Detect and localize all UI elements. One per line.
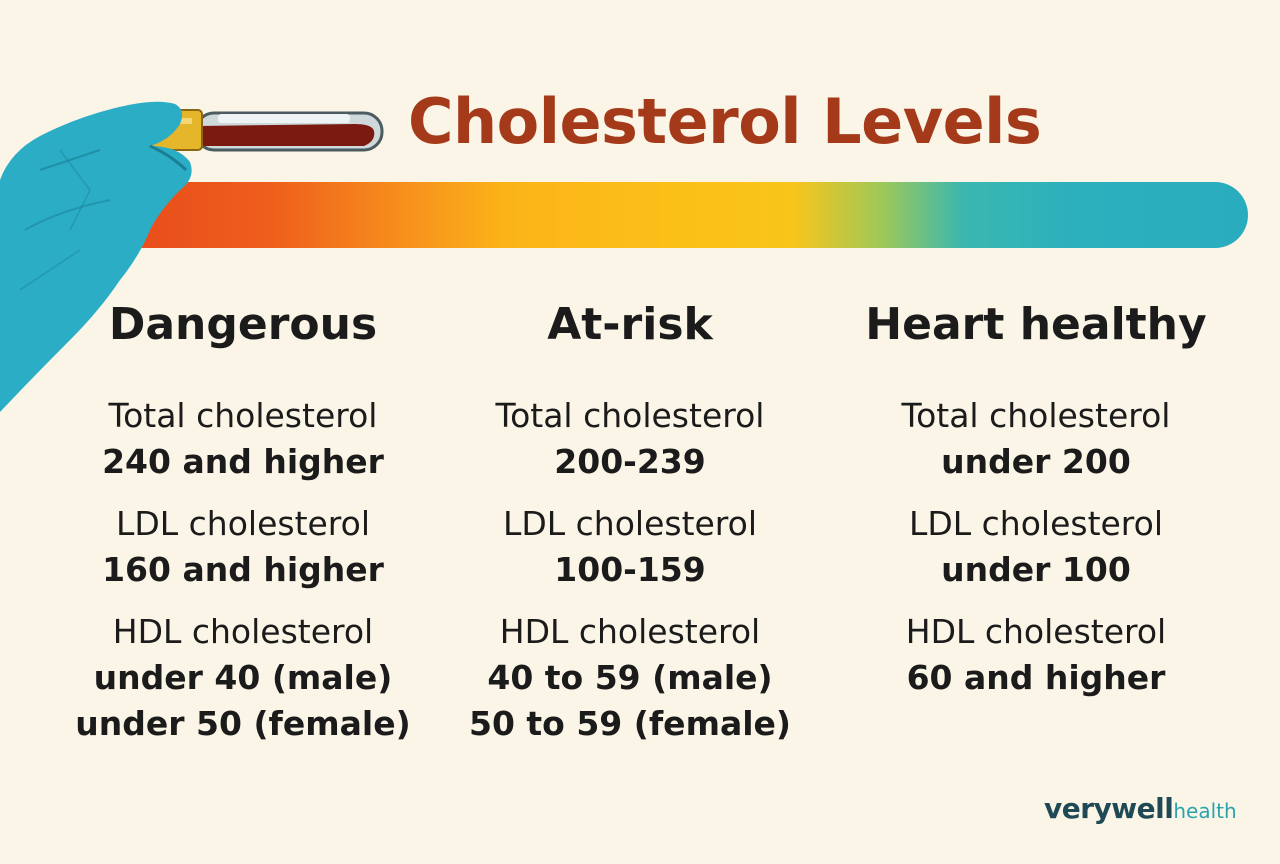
- verywell-health-logo: verywellhealth: [1044, 792, 1237, 825]
- metric-value: under 200: [941, 442, 1131, 481]
- metric-label: Total cholesterol: [495, 396, 765, 435]
- metric-label: HDL cholesterol: [499, 612, 761, 651]
- column-heading: At-risk: [547, 299, 713, 350]
- risk-gradient-bar: [110, 182, 1248, 248]
- total-cholesterol-metric: Total cholesterol under 200: [826, 393, 1246, 485]
- gloved-hand-icon: [0, 101, 384, 412]
- metric-value: 200-239: [554, 442, 706, 481]
- metric-label: Total cholesterol: [901, 396, 1171, 435]
- hdl-cholesterol-metric: HDL cholesterol 40 to 59 (male) 50 to 59…: [420, 609, 840, 747]
- metric-value: under 100: [941, 550, 1131, 589]
- metric-label: HDL cholesterol: [905, 612, 1167, 651]
- metric-value: 50 to 59 (female): [468, 704, 791, 743]
- metric-label: HDL cholesterol: [112, 612, 374, 651]
- metric-label: LDL cholesterol: [502, 504, 758, 543]
- metric-label: LDL cholesterol: [908, 504, 1164, 543]
- ldl-cholesterol-metric: LDL cholesterol 100-159: [420, 501, 840, 593]
- metric-value: under 40 (male): [93, 658, 393, 697]
- column-heading: Heart healthy: [865, 299, 1207, 350]
- metric-label: LDL cholesterol: [115, 504, 371, 543]
- metric-value: 240 and higher: [102, 442, 384, 481]
- column-dangerous: Dangerous Total cholesterol 240 and high…: [33, 295, 453, 763]
- metric-value: 100-159: [554, 550, 706, 589]
- hdl-cholesterol-metric: HDL cholesterol under 40 (male) under 50…: [33, 609, 453, 747]
- metric-value: 40 to 59 (male): [487, 658, 773, 697]
- total-cholesterol-metric: Total cholesterol 240 and higher: [33, 393, 453, 485]
- page-title: Cholesterol Levels: [408, 85, 1042, 158]
- metric-value: 160 and higher: [102, 550, 384, 589]
- column-heart-healthy: Heart healthy Total cholesterol under 20…: [826, 295, 1246, 717]
- metric-label: Total cholesterol: [108, 396, 378, 435]
- total-cholesterol-metric: Total cholesterol 200-239: [420, 393, 840, 485]
- column-heading: Dangerous: [108, 299, 378, 350]
- logo-sub: health: [1173, 799, 1237, 823]
- metric-value: 60 and higher: [906, 658, 1166, 697]
- column-at-risk: At-risk Total cholesterol 200-239 LDL ch…: [420, 295, 840, 763]
- ldl-cholesterol-metric: LDL cholesterol under 100: [826, 501, 1246, 593]
- logo-brand: verywell: [1044, 792, 1174, 825]
- ldl-cholesterol-metric: LDL cholesterol 160 and higher: [33, 501, 453, 593]
- metric-value: under 50 (female): [75, 704, 411, 743]
- blood-test-tube-icon: [149, 109, 384, 152]
- hdl-cholesterol-metric: HDL cholesterol 60 and higher: [826, 609, 1246, 701]
